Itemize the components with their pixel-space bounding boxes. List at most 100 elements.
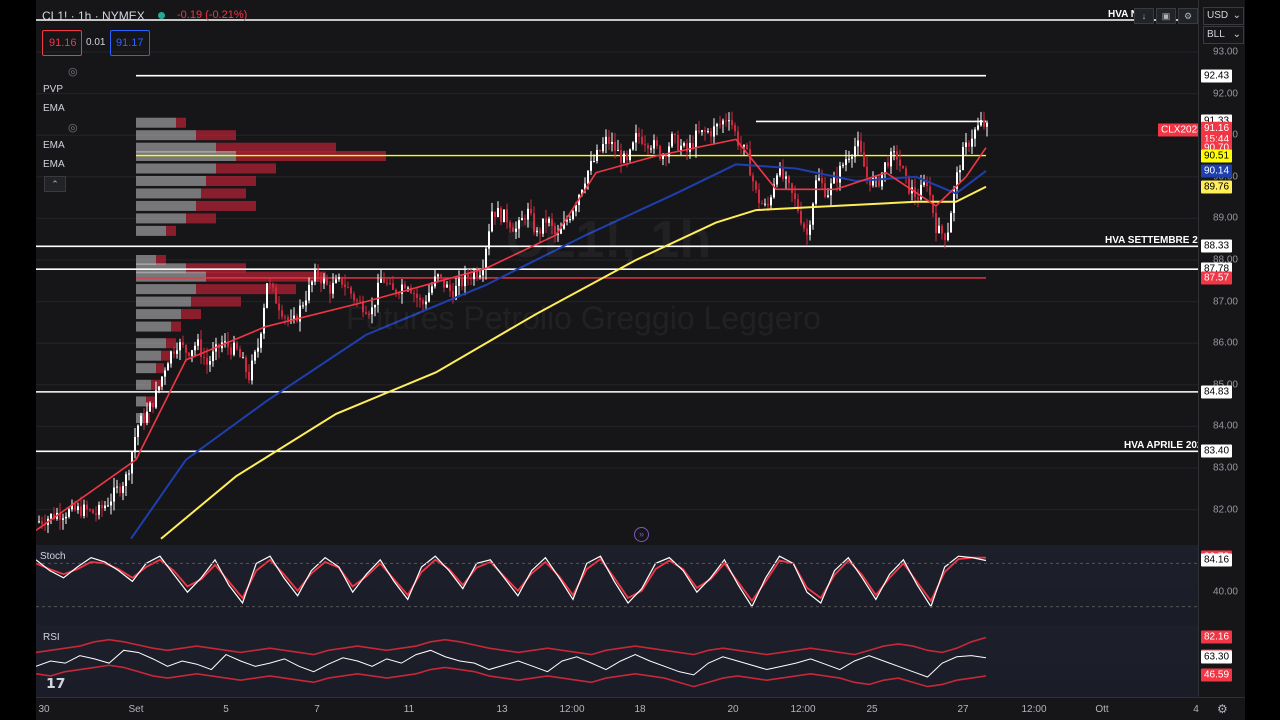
candle-body <box>74 504 76 511</box>
candle-body <box>674 133 676 135</box>
rsi-label: RSI <box>43 632 60 643</box>
candle-body <box>821 178 823 184</box>
download-icon[interactable]: ↓ <box>1134 8 1154 24</box>
candle-body <box>752 175 754 182</box>
settings-icon[interactable]: ⚙ <box>1178 8 1198 24</box>
volume-profile-bar <box>171 321 181 332</box>
eye-hidden-icon[interactable]: ◎ <box>68 122 78 134</box>
candle-body <box>335 279 337 283</box>
camera-icon[interactable]: ▣ <box>1156 8 1176 24</box>
candle-body <box>671 133 673 147</box>
candle-body <box>401 284 403 294</box>
stoch-pane[interactable]: Stoch <box>36 545 1198 625</box>
candle-body <box>461 278 463 287</box>
buy-button[interactable]: 91.17 <box>110 30 150 56</box>
candle-body <box>368 313 370 315</box>
spread-value: 0.01 <box>86 37 106 48</box>
candle-body <box>53 513 55 519</box>
candle-body <box>479 275 481 278</box>
candle-body <box>563 221 565 229</box>
candle-body <box>746 144 748 150</box>
candle-body <box>68 509 70 517</box>
rsi-svg <box>36 636 987 688</box>
legend-item[interactable]: EMA <box>43 103 65 114</box>
sell-button[interactable]: 91.16 <box>42 30 82 56</box>
candle-body <box>350 287 352 294</box>
candle-body <box>248 371 250 381</box>
legend-item[interactable]: PVP <box>43 84 64 95</box>
candle-body <box>398 293 400 295</box>
ema-blue-line <box>130 163 987 540</box>
candle-body <box>152 402 154 408</box>
candle-body <box>722 120 724 125</box>
candle-body <box>65 516 67 519</box>
candle-body <box>269 283 271 285</box>
candle-body <box>392 283 394 290</box>
volume-profile-bar <box>146 396 156 407</box>
candle-body <box>167 363 169 371</box>
rsi-pane[interactable]: RSI 𝟭𝟳 <box>36 625 1198 697</box>
candle-body <box>371 307 373 315</box>
symbol-title[interactable]: CL1! · 1h · NYMEX <box>42 9 145 23</box>
candle-body <box>416 293 418 299</box>
candle-body <box>584 183 586 190</box>
candle-body <box>833 176 835 184</box>
time-tick-label: 18 <box>634 704 646 715</box>
price-axis[interactable]: USD⌄ BLL⌄ 93.0092.0091.0090.0089.0088.00… <box>1198 0 1245 697</box>
candle-body <box>374 304 376 308</box>
candle-body <box>155 390 157 408</box>
candle-body <box>86 504 88 510</box>
candle-body <box>260 333 262 348</box>
legend-item[interactable]: EMA <box>43 159 65 170</box>
candle-body <box>431 286 433 293</box>
candle-body <box>728 120 730 122</box>
candle-body <box>446 284 448 288</box>
collapse-legend-button[interactable]: ⌃ <box>44 176 66 192</box>
hva-label-top: HVA N <box>1108 9 1138 20</box>
time-axis[interactable]: ⚙ 30 Set 5 7 11 13 12:00 18 20 12:00 25 27 12:00 Ott 4 <box>36 697 1245 720</box>
price-tick-label: 89.00 <box>1212 212 1238 224</box>
candle-body <box>230 347 232 355</box>
eye-hidden-icon[interactable]: ◎ <box>68 66 78 78</box>
candle-body <box>638 133 640 137</box>
price-tag: 87.57 <box>1201 271 1233 285</box>
candle-body <box>59 512 61 520</box>
candle-body <box>548 218 550 223</box>
candle-body <box>545 218 547 223</box>
candle-body <box>689 143 691 152</box>
scroll-to-realtime-icon[interactable]: » <box>634 527 649 542</box>
market-status-icon[interactable] <box>158 12 165 19</box>
candle-body <box>98 504 100 515</box>
legend-item[interactable]: EMA <box>43 140 65 151</box>
rsi-tag: 63.30 <box>1201 650 1233 664</box>
candle-body <box>440 274 442 278</box>
main-price-pane[interactable] <box>36 0 1198 545</box>
volume-profile-bar <box>136 142 216 153</box>
candle-body <box>818 178 820 181</box>
candle-body <box>836 176 838 183</box>
price-tick-label: 85.00 <box>1213 379 1238 390</box>
candle-body <box>323 278 325 284</box>
candle-body <box>854 146 856 157</box>
rsi-tag: 82.16 <box>1201 630 1233 644</box>
tradingview-logo-icon[interactable]: 𝟭𝟳 <box>46 675 66 691</box>
candle-body <box>581 189 583 195</box>
candle-body <box>590 161 592 171</box>
candle-body <box>605 136 607 145</box>
price-chart-svg <box>36 19 1198 540</box>
chevron-down-icon: ⌄ <box>1232 10 1241 21</box>
volume-profile-bar <box>136 117 176 128</box>
axis-settings-icon[interactable]: ⚙ <box>1217 702 1228 716</box>
candle-body <box>683 143 685 146</box>
candle-body <box>773 184 775 198</box>
candle-body <box>944 233 946 240</box>
candle-body <box>782 166 784 179</box>
candle-body <box>512 227 514 232</box>
candle-body <box>329 284 331 294</box>
candle-body <box>275 287 277 304</box>
candle-body <box>203 357 205 359</box>
currency-select[interactable]: USD ⌄ <box>1203 7 1244 25</box>
candle-body <box>443 277 445 288</box>
unit-select[interactable]: BLL ⌄ <box>1203 26 1244 44</box>
candle-body <box>395 289 397 294</box>
